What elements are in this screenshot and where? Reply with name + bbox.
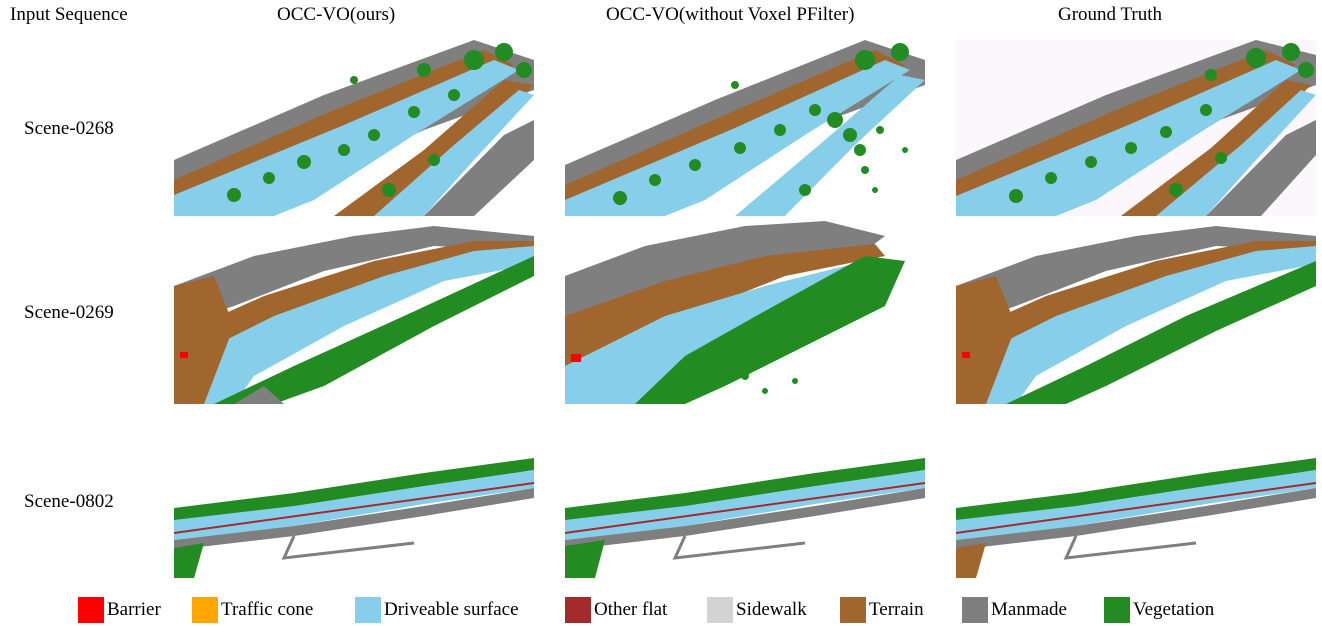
legend-swatch-traffic-cone bbox=[192, 597, 218, 623]
occupancy-map-scene-0802-without-filter bbox=[565, 448, 925, 578]
legend-item-other-flat: Other flat bbox=[565, 597, 667, 623]
occupancy-map-scene-0802-ours bbox=[174, 448, 534, 578]
legend: Barrier Traffic cone Driveable surface O… bbox=[0, 594, 1322, 624]
occupancy-map-scene-0269-without-filter bbox=[565, 216, 925, 404]
legend-swatch-manmade bbox=[962, 597, 988, 623]
legend-swatch-sidewalk bbox=[707, 597, 733, 623]
occupancy-map-scene-0269-ground-truth bbox=[956, 216, 1316, 404]
legend-label-traffic-cone: Traffic cone bbox=[221, 599, 314, 620]
legend-label-other-flat: Other flat bbox=[594, 599, 668, 620]
legend-label-sidewalk: Sidewalk bbox=[736, 599, 807, 620]
legend-item-terrain: Terrain bbox=[840, 597, 924, 623]
legend-item-driveable-surface: Driveable surface bbox=[355, 597, 519, 623]
occupancy-map-scene-0268-ground-truth bbox=[956, 40, 1316, 216]
legend-label-barrier: Barrier bbox=[107, 599, 161, 620]
occupancy-map-scene-0269-ours bbox=[174, 216, 534, 404]
row-label-scene-0268: Scene-0268 bbox=[24, 118, 114, 139]
column-header-ground-truth: Ground Truth bbox=[1058, 4, 1162, 25]
column-header-occ-vo-ours: OCC-VO(ours) bbox=[277, 4, 396, 25]
legend-swatch-barrier bbox=[78, 597, 104, 623]
legend-label-terrain: Terrain bbox=[869, 599, 924, 620]
legend-swatch-other-flat bbox=[565, 597, 591, 623]
legend-label-driveable-surface: Driveable surface bbox=[384, 599, 519, 620]
legend-swatch-driveable-surface bbox=[355, 597, 381, 623]
row-label-scene-0269: Scene-0269 bbox=[24, 302, 114, 323]
legend-item-vegetation: Vegetation bbox=[1104, 597, 1214, 623]
legend-item-barrier: Barrier bbox=[78, 597, 161, 623]
legend-swatch-vegetation bbox=[1104, 597, 1130, 623]
legend-label-manmade: Manmade bbox=[991, 599, 1067, 620]
occupancy-map-scene-0802-ground-truth bbox=[956, 448, 1316, 578]
occupancy-map-scene-0268-ours bbox=[174, 40, 534, 216]
legend-item-manmade: Manmade bbox=[962, 597, 1067, 623]
column-header-occ-vo-without-filter: OCC-VO(without Voxel PFilter) bbox=[606, 4, 855, 25]
column-header-input-sequence: Input Sequence bbox=[10, 4, 128, 25]
legend-swatch-terrain bbox=[840, 597, 866, 623]
legend-item-traffic-cone: Traffic cone bbox=[192, 597, 313, 623]
legend-item-sidewalk: Sidewalk bbox=[707, 597, 807, 623]
occupancy-map-scene-0268-without-filter bbox=[565, 40, 925, 216]
row-label-scene-0802: Scene-0802 bbox=[24, 491, 114, 512]
legend-label-vegetation: Vegetation bbox=[1133, 599, 1215, 620]
